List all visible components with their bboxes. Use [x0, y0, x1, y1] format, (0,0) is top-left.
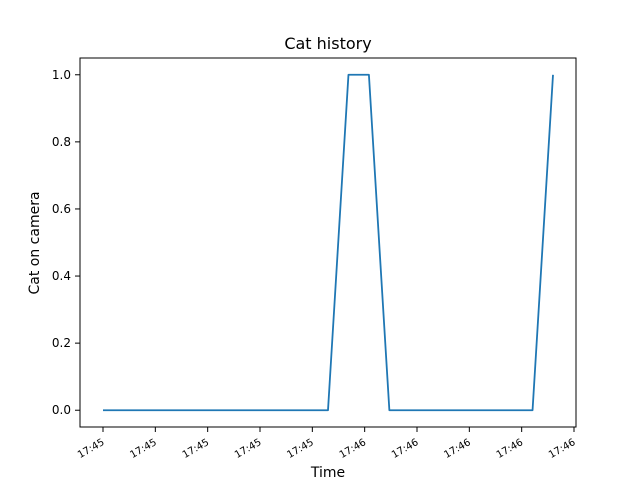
y-tick-label: 0.6 [52, 202, 71, 216]
x-tick-label: 17:45 [181, 437, 211, 461]
y-tick-label: 1.0 [52, 68, 71, 82]
x-tick-label: 17:46 [390, 437, 420, 461]
series-line [103, 73, 554, 412]
y-tick-label: 0.2 [52, 336, 71, 350]
x-tick-label: 17:46 [547, 437, 577, 461]
x-tick-label: 17:46 [495, 437, 525, 461]
plot-area [79, 57, 577, 428]
series-layer [103, 73, 554, 412]
chart-title: Cat history [284, 34, 371, 53]
y-axis: 0.0 0.2 0.4 0.6 0.8 1.0 [52, 68, 80, 417]
y-tick-label: 0.4 [52, 269, 71, 283]
x-tick-label: 17:46 [442, 437, 472, 461]
axes-frame [79, 57, 577, 428]
x-tick-label: 17:45 [233, 437, 263, 461]
x-tick-label: 17:46 [338, 437, 368, 461]
y-tick-label: 0.0 [52, 403, 71, 417]
y-axis-label: Cat on camera [27, 191, 43, 294]
x-tick-label: 17:45 [128, 437, 158, 461]
x-tick-label: 17:45 [76, 437, 106, 461]
x-axis-label: Time [310, 465, 345, 480]
y-tick-label: 0.8 [52, 135, 71, 149]
x-tick-label: 17:45 [285, 437, 315, 461]
x-axis: 17:45 17:45 17:45 17:45 17:45 17:46 17:46 17:46… [76, 427, 578, 461]
